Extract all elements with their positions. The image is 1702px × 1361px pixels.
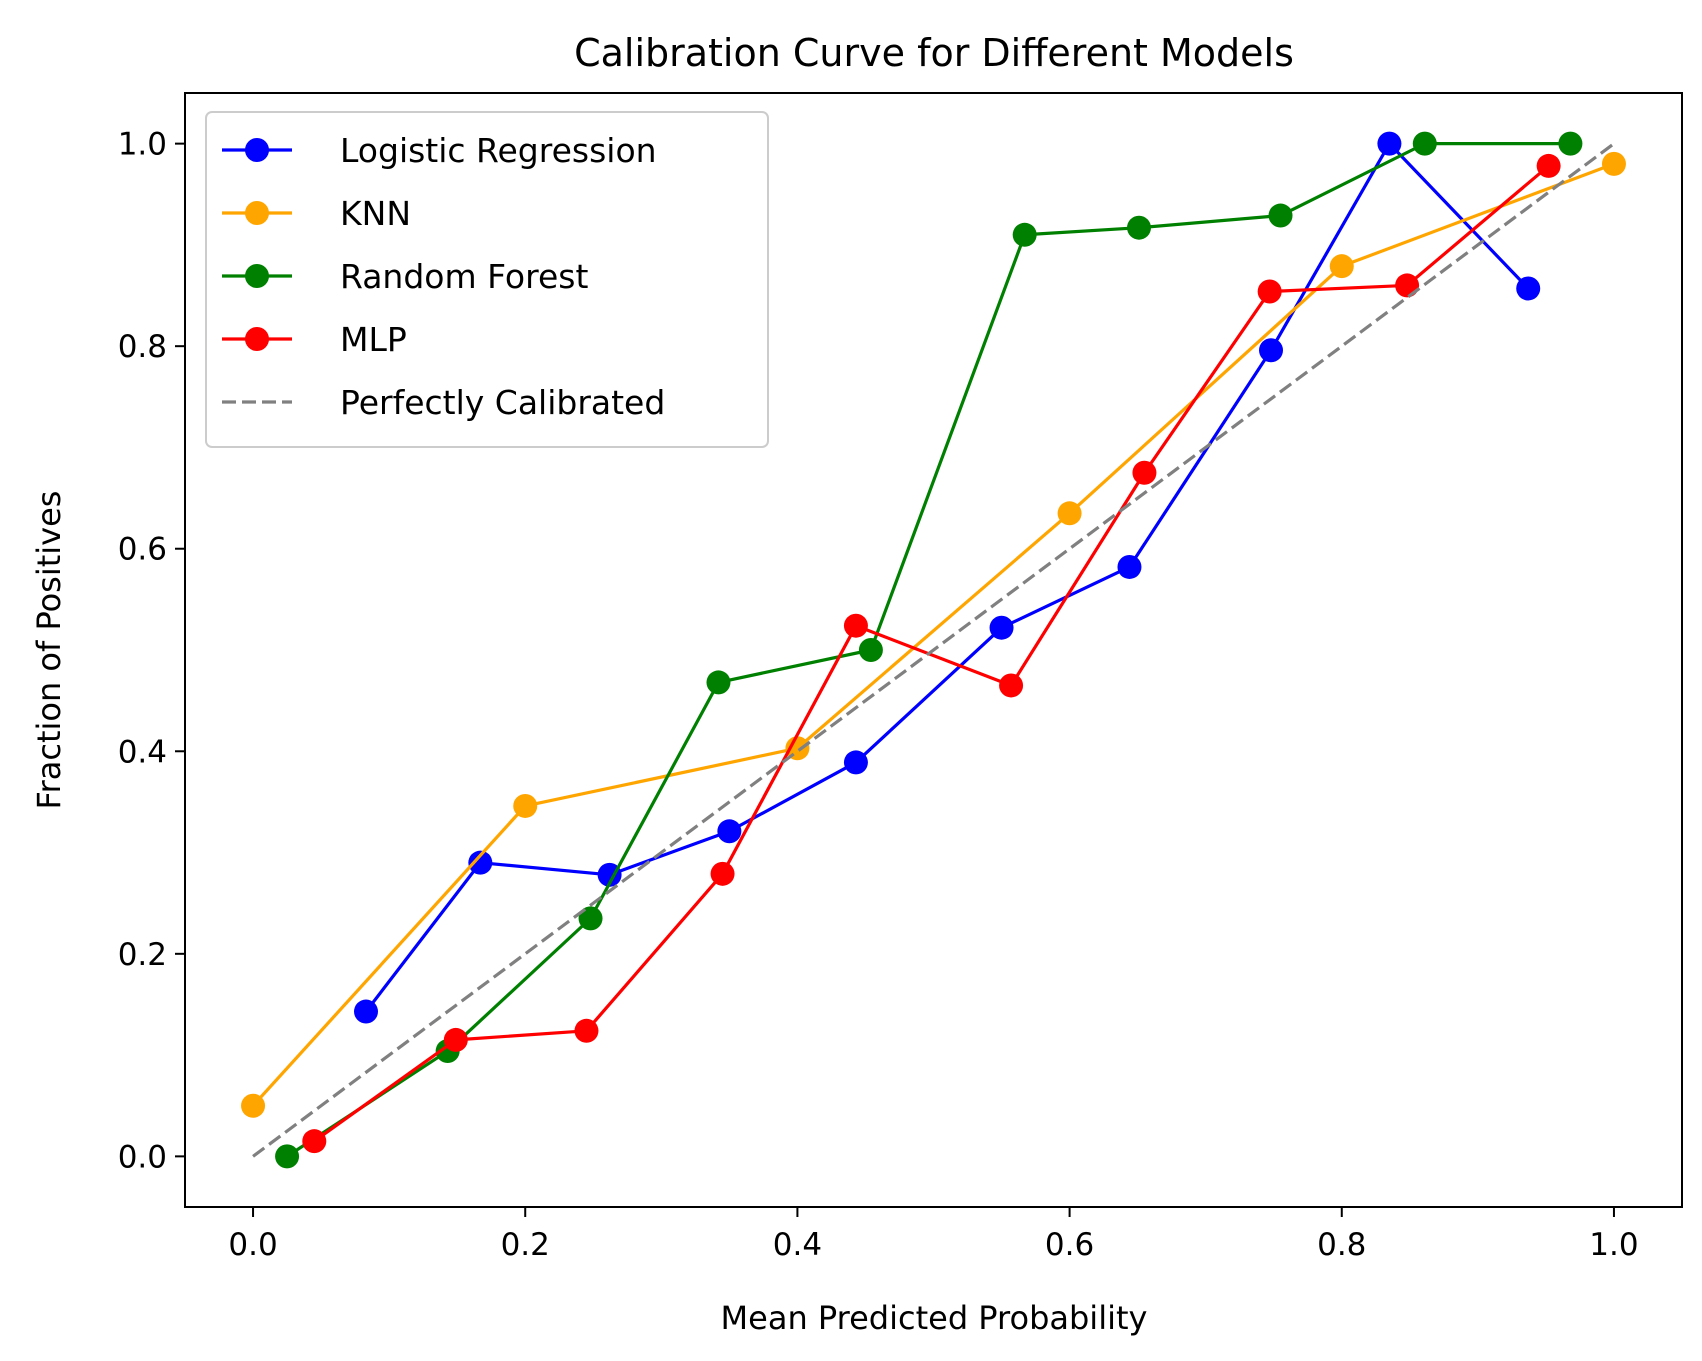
series-logistic-regression <box>354 131 1541 1024</box>
data-point-random-forest <box>275 1144 300 1169</box>
legend-item-perfectly-calibrated: Perfectly Calibrated <box>222 383 665 422</box>
data-point-mlp <box>1395 273 1420 298</box>
legend-label-mlp: MLP <box>340 320 407 359</box>
data-point-knn <box>241 1093 266 1118</box>
series-line-mlp <box>313 164 1550 1143</box>
data-point-mlp <box>1536 153 1561 178</box>
data-point-logistic-regression <box>1377 131 1402 156</box>
data-point-random-forest <box>1412 131 1437 156</box>
data-point-logistic-regression <box>717 819 742 844</box>
series-knn <box>241 151 1626 1118</box>
x-tick-label: 0.6 <box>1045 1227 1094 1263</box>
data-point-logistic-regression <box>354 999 379 1024</box>
data-point-random-forest <box>1012 222 1037 247</box>
data-point-logistic-regression <box>1516 276 1541 301</box>
data-point-knn <box>513 793 538 818</box>
data-point-logistic-regression <box>843 750 868 775</box>
data-point-random-forest <box>1558 131 1583 156</box>
series-layer <box>241 131 1626 1169</box>
plot-frame <box>184 92 1683 1208</box>
y-tick-label: 1.0 <box>118 127 167 163</box>
data-point-knn <box>1057 501 1082 526</box>
y-tick-label: 0.6 <box>118 532 167 568</box>
data-point-mlp <box>302 1129 327 1154</box>
series-line-knn <box>251 162 1615 1107</box>
data-point-logistic-regression <box>1259 338 1284 363</box>
data-point-random-forest <box>1268 203 1293 228</box>
x-tick-label: 0.4 <box>773 1227 822 1263</box>
data-point-mlp <box>443 1027 468 1052</box>
series-line-perfectly-calibrated <box>252 142 1615 1158</box>
x-tick-label: 1.0 <box>1589 1227 1638 1263</box>
data-point-mlp <box>710 861 735 886</box>
data-point-mlp <box>843 613 868 638</box>
x-axis-ticks: 0.0 0.2 0.4 0.6 0.8 1.0 <box>228 1207 1639 1263</box>
x-tick-label: 0.8 <box>1317 1227 1366 1263</box>
chart-title: Calibration Curve for Different Models <box>574 31 1294 75</box>
series-line-logistic-regression <box>364 142 1530 1013</box>
legend-marker-mlp <box>245 327 269 351</box>
legend-label-knn: KNN <box>340 194 411 233</box>
series-line-random-forest <box>286 142 1571 1158</box>
legend-box <box>205 111 769 448</box>
legend-marker-knn <box>245 201 269 225</box>
legend-label-perfectly-calibrated: Perfectly Calibrated <box>340 383 665 422</box>
legend-item-mlp: MLP <box>222 320 407 359</box>
legend-marker-random-forest <box>245 264 269 288</box>
data-point-random-forest <box>1126 215 1151 240</box>
series-random-forest <box>275 131 1583 1169</box>
y-tick-label: 0.2 <box>118 937 167 973</box>
legend: Logistic Regression KNN Random Forest MLP Pe… <box>205 111 769 448</box>
series-perfectly-calibrated <box>252 142 1615 1158</box>
y-tick-label: 0.8 <box>118 329 167 365</box>
legend-label-logistic-regression: Logistic Regression <box>340 131 657 170</box>
data-point-mlp <box>1257 279 1282 304</box>
legend-item-logistic-regression: Logistic Regression <box>222 131 657 170</box>
y-tick-label: 0.4 <box>118 734 167 770</box>
x-tick-label: 0.2 <box>501 1227 550 1263</box>
x-axis-label: Mean Predicted Probability <box>721 1299 1148 1337</box>
data-point-mlp <box>999 673 1024 698</box>
data-point-random-forest <box>858 638 883 662</box>
series-mlp <box>302 153 1561 1154</box>
legend-item-knn: KNN <box>222 194 411 233</box>
y-tick-label: 0.0 <box>118 1139 167 1175</box>
data-point-random-forest <box>706 670 731 695</box>
y-axis-ticks: 0.0 0.2 0.4 0.6 0.8 1.0 <box>118 127 185 1175</box>
data-point-knn <box>1329 254 1354 279</box>
data-point-mlp <box>574 1018 599 1043</box>
data-point-knn <box>1601 151 1626 176</box>
data-point-logistic-regression <box>989 615 1014 640</box>
data-point-logistic-regression <box>468 850 493 875</box>
x-tick-label: 0.0 <box>228 1227 277 1263</box>
legend-item-random-forest: Random Forest <box>222 257 588 296</box>
y-axis-label: Fraction of Positives <box>30 491 68 810</box>
data-point-mlp <box>1132 460 1157 485</box>
data-point-random-forest <box>578 906 603 931</box>
legend-label-random-forest: Random Forest <box>340 257 588 296</box>
data-point-logistic-regression <box>1117 554 1142 579</box>
legend-marker-logistic-regression <box>245 138 269 162</box>
